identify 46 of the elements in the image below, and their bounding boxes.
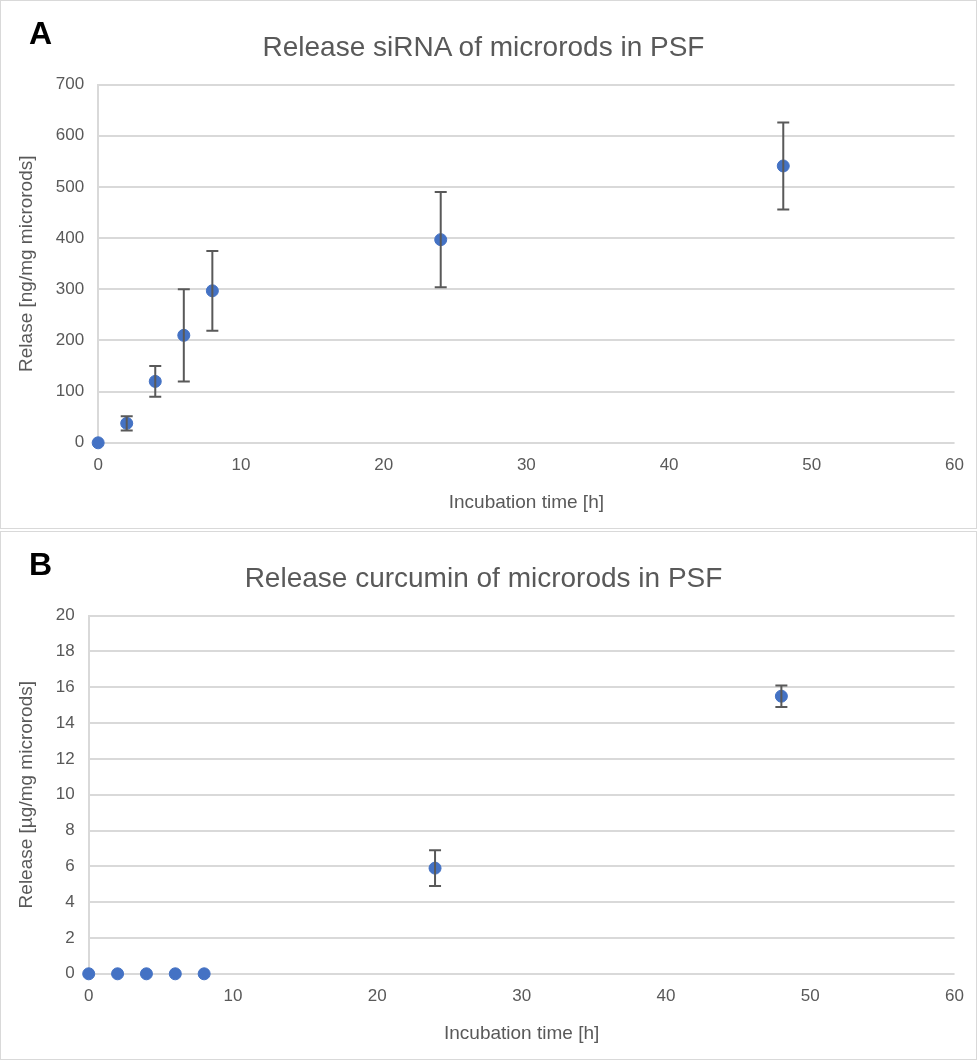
y-tick-label: 200 [55, 330, 85, 350]
x-axis-title: Incubation time [h] [448, 490, 604, 512]
x-tick-label: 30 [516, 454, 536, 474]
chart-title: Release siRNA of microrods in PSF [262, 30, 705, 62]
point [168, 967, 182, 981]
text: B [29, 545, 53, 582]
y-tick-label: 8 [65, 820, 75, 840]
y-tick-label: 2 [65, 927, 75, 947]
y-tick-label: 500 [55, 176, 85, 196]
text: A [29, 14, 53, 51]
x-tick-label: 20 [374, 454, 394, 474]
x-tick-label: 10 [231, 454, 251, 474]
x-tick-label: 40 [656, 985, 676, 1005]
point [111, 967, 125, 981]
y-tick-label: 600 [55, 125, 85, 145]
x-tick-label: 60 [945, 454, 965, 474]
x-tick-label: 50 [802, 454, 822, 474]
y-tick-label: 16 [55, 676, 75, 696]
y-axis-title: Release [µg/mg microrods] [14, 680, 36, 909]
y-axis-title: Relase [ng/mg microrods] [14, 155, 36, 372]
x-tick-label: 20 [367, 985, 387, 1005]
x-tick-label: 10 [223, 985, 243, 1005]
point [91, 436, 105, 450]
x-tick-label: 60 [945, 985, 965, 1005]
y-tick-label: 400 [55, 227, 85, 247]
y-tick-label: 0 [74, 432, 85, 452]
y-tick-label: 14 [55, 712, 75, 732]
y-tick-label: 6 [65, 856, 75, 876]
chart-title: Release curcumin of microrods in PSF [244, 561, 723, 593]
x-tick-label: 0 [93, 454, 103, 474]
y-tick-label: 12 [55, 748, 75, 768]
point [82, 967, 96, 981]
y-tick-label: 18 [55, 641, 75, 661]
x-axis-title: Incubation time [h] [443, 1021, 600, 1043]
x-tick-label: 30 [512, 985, 532, 1005]
x-tick-label: 40 [659, 454, 679, 474]
x-tick-label: 50 [800, 985, 820, 1005]
y-tick-label: 4 [65, 891, 75, 911]
y-tick-label: 700 [55, 74, 85, 94]
y-tick-label: 100 [55, 381, 85, 401]
point [197, 967, 211, 981]
y-tick-label: 300 [55, 278, 85, 298]
y-tick-label: 10 [55, 784, 75, 804]
y-tick-label: 20 [55, 605, 75, 625]
y-tick-label: 0 [65, 963, 75, 983]
point [139, 967, 153, 981]
